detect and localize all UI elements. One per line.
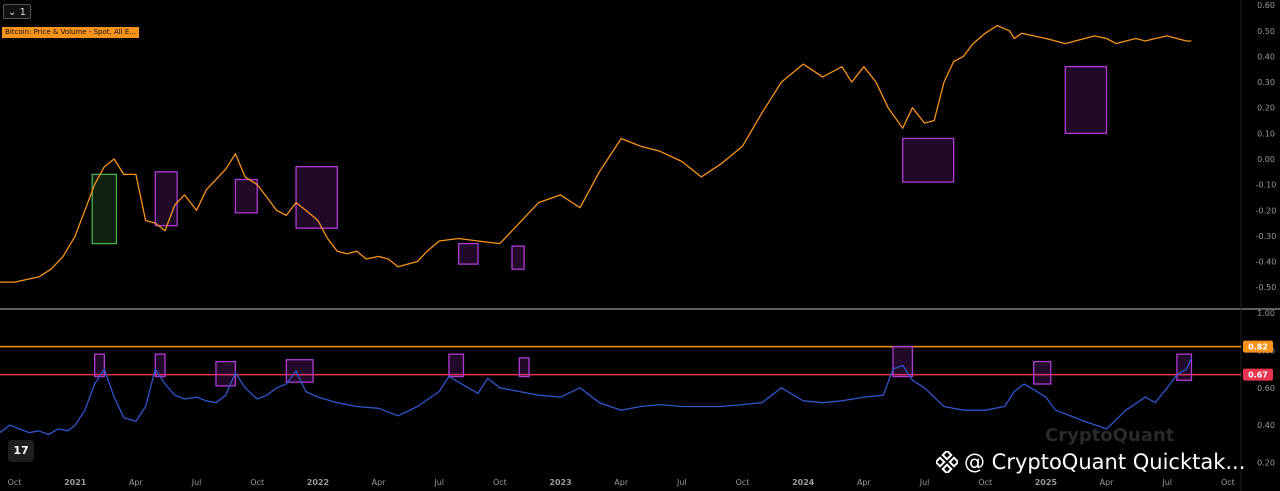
y-tick-label: 0.20 bbox=[1257, 104, 1275, 113]
buy-zone-box bbox=[91, 173, 118, 245]
y-tick-label: 0.50 bbox=[1257, 27, 1275, 36]
series-line bbox=[0, 357, 1193, 436]
credit-text: @ CryptoQuant Quicktak... bbox=[964, 450, 1246, 474]
y-tick-label: -0.50 bbox=[1256, 283, 1277, 292]
sell-zone-box bbox=[1176, 353, 1193, 381]
credit-label: @ CryptoQuant Quicktak... bbox=[934, 449, 1246, 475]
sell-zone-box bbox=[892, 345, 914, 378]
sell-zone-box bbox=[295, 166, 338, 229]
cryptoquant-watermark: CryptoQuant bbox=[1045, 425, 1175, 446]
collapse-button[interactable]: ⌄ 1 bbox=[3, 4, 31, 19]
y-tick-label: 0.60 bbox=[1257, 384, 1275, 393]
y-tick-label: 0.10 bbox=[1257, 129, 1275, 138]
sell-zone-box bbox=[511, 245, 525, 270]
x-tick-label: 2024 bbox=[792, 478, 815, 487]
y-tick-label: 0.60 bbox=[1257, 1, 1275, 10]
y-tick-label: -0.10 bbox=[1256, 181, 1277, 190]
x-tick-label: Oct bbox=[250, 478, 264, 487]
x-tick-label: Oct bbox=[8, 478, 22, 487]
sell-zone-box bbox=[154, 171, 178, 227]
sell-zone-box bbox=[457, 242, 479, 265]
y-tick-label: 0.30 bbox=[1257, 78, 1275, 87]
binance-diamond-icon bbox=[934, 449, 960, 475]
series-legend-chip[interactable]: Bitcoin: Price & Volume - Spot, All E... bbox=[2, 27, 139, 38]
y-tick-label: -0.40 bbox=[1256, 258, 1277, 267]
sell-zone-box bbox=[285, 359, 314, 383]
x-tick-label: Apr bbox=[857, 478, 872, 487]
x-tick-label: Oct bbox=[736, 478, 750, 487]
y-tick-label: 0.40 bbox=[1257, 421, 1275, 430]
x-tick-label: Apr bbox=[372, 478, 387, 487]
y-tick-label: 0.20 bbox=[1257, 459, 1275, 468]
x-tick-label: Oct bbox=[1221, 478, 1235, 487]
x-tick-label: Apr bbox=[1100, 478, 1115, 487]
x-tick-label: Jul bbox=[191, 478, 202, 487]
x-tick-label: 2025 bbox=[1035, 478, 1058, 487]
x-tick-label: Jul bbox=[433, 478, 444, 487]
level-label: 0.82 bbox=[1248, 343, 1268, 352]
y-tick-label: -0.20 bbox=[1256, 206, 1277, 215]
tradingview-logo: 17 bbox=[8, 440, 34, 462]
sell-zone-box bbox=[1064, 66, 1108, 134]
sell-zone-box bbox=[448, 353, 465, 378]
level-badge bbox=[1243, 340, 1273, 353]
y-tick-label: -0.30 bbox=[1256, 232, 1277, 241]
x-tick-label: Apr bbox=[129, 478, 144, 487]
sell-zone-box bbox=[234, 178, 258, 214]
y-tick-label: 0.40 bbox=[1257, 52, 1275, 61]
level-badge bbox=[1243, 368, 1273, 381]
x-tick-label: Jul bbox=[676, 478, 687, 487]
sell-zone-box bbox=[1033, 360, 1052, 385]
y-tick-label: 1.00 bbox=[1257, 309, 1275, 318]
sell-zone-box bbox=[518, 357, 530, 378]
sell-zone-box bbox=[902, 137, 955, 183]
x-tick-label: Oct bbox=[978, 478, 992, 487]
x-tick-label: Jul bbox=[1161, 478, 1172, 487]
series-line bbox=[0, 24, 1192, 283]
sell-zone-box bbox=[154, 353, 166, 378]
x-tick-label: Jul bbox=[919, 478, 930, 487]
y-tick-label: 0.00 bbox=[1257, 155, 1275, 164]
x-tick-label: Oct bbox=[493, 478, 507, 487]
sell-zone-box bbox=[215, 360, 237, 387]
x-tick-label: 2023 bbox=[549, 478, 571, 487]
x-tick-label: Apr bbox=[614, 478, 629, 487]
x-tick-label: 2021 bbox=[64, 478, 87, 487]
x-tick-label: 2022 bbox=[307, 478, 329, 487]
sell-zone-box bbox=[93, 353, 105, 378]
level-label: 0.67 bbox=[1248, 371, 1268, 380]
